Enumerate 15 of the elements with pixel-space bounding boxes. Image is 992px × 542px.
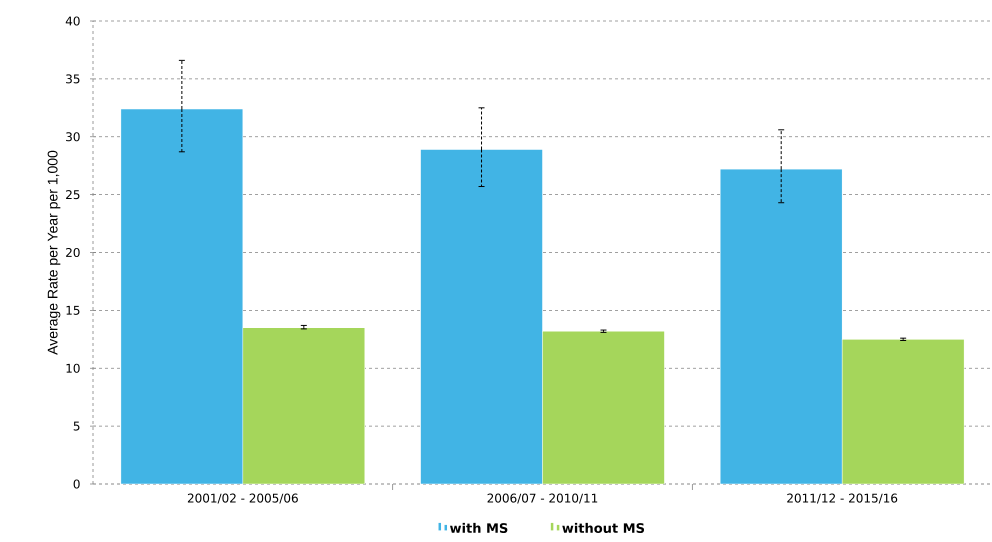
y-tick-label: 20 — [66, 248, 80, 258]
x-tick-label: 2001/02 - 2005/06 — [188, 494, 298, 504]
y-tick-label: 35 — [66, 74, 80, 84]
legend-label: with MS — [450, 522, 508, 533]
legend-label: without MS — [562, 522, 644, 533]
y-tick-label: 30 — [66, 132, 80, 142]
y-tick-label: 25 — [66, 190, 80, 200]
y-tick-label: 5 — [74, 422, 80, 431]
x-tick-label: 2011/12 - 2015/16 — [787, 494, 898, 504]
x-tick-label: 2006/07 - 2010/11 — [488, 494, 598, 504]
y-tick-label: 40 — [66, 16, 80, 26]
y-tick-label: 15 — [66, 306, 80, 315]
y-tick-label: 0 — [74, 479, 80, 489]
y-axis-title: Average Rate per Year per 1,000 — [48, 150, 60, 355]
y-tick-label: 10 — [66, 364, 80, 373]
